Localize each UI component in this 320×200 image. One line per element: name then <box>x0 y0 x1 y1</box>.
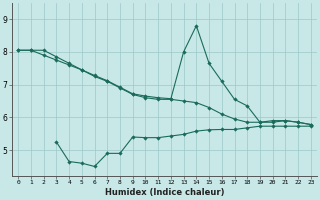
X-axis label: Humidex (Indice chaleur): Humidex (Indice chaleur) <box>105 188 224 197</box>
